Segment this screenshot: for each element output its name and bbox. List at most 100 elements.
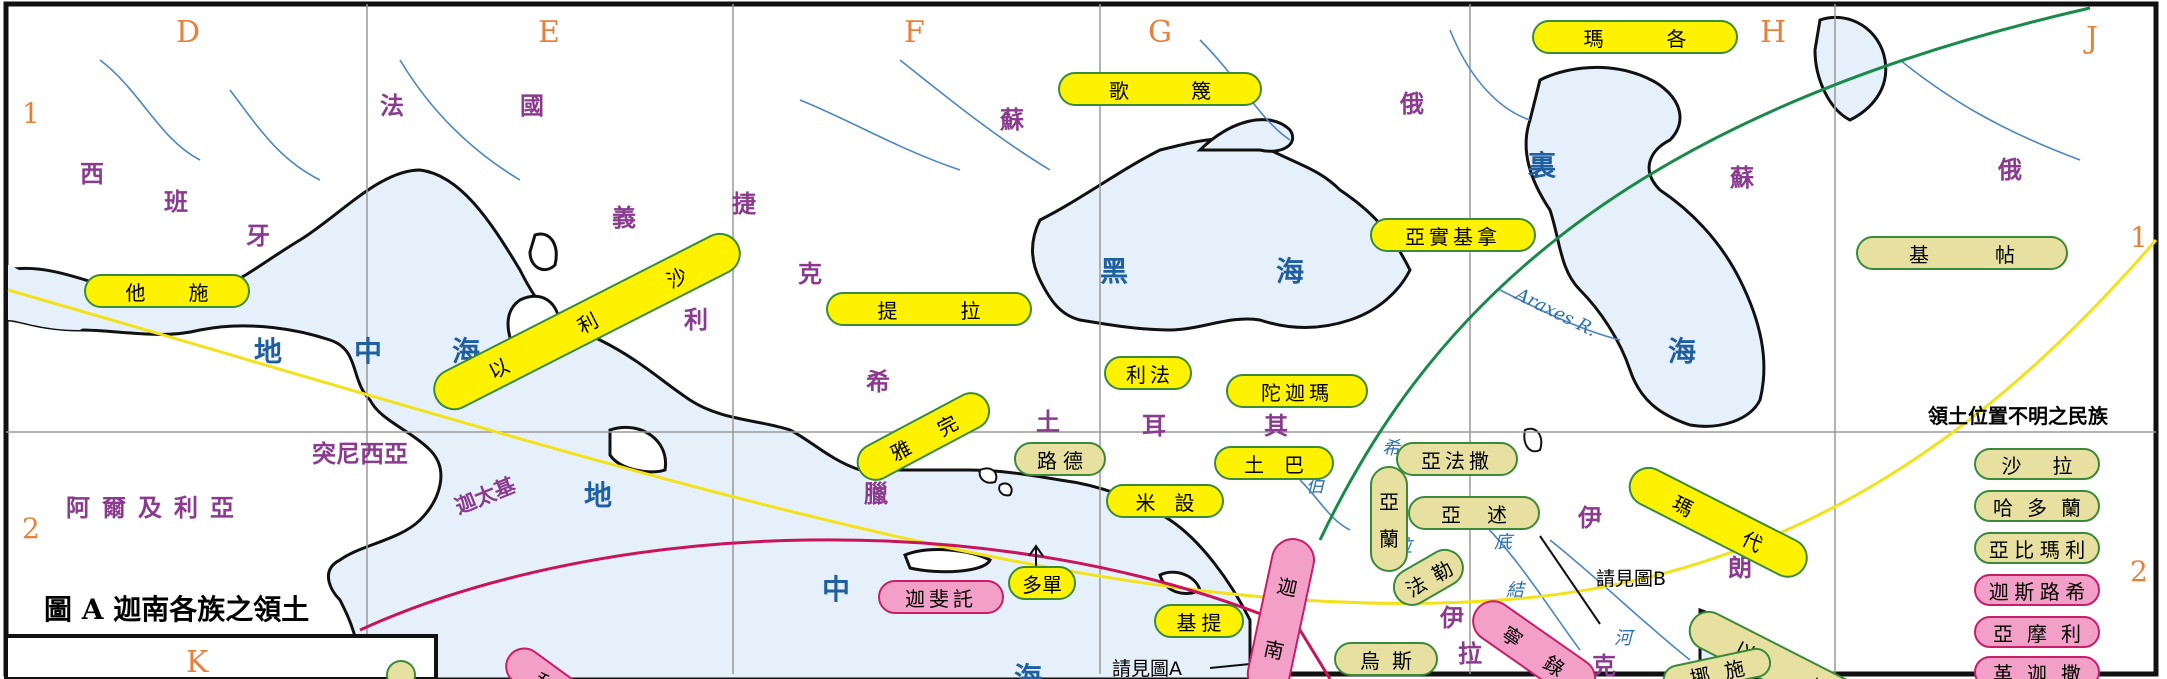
region-russia-4: 俄 [1998, 156, 2022, 184]
tribe-madai-c1: 瑪 [1668, 490, 1698, 522]
tribe-rodanim-c2: 德 [1063, 448, 1083, 473]
legend-item-hadoram-c2: 多 [2027, 495, 2047, 520]
region-czech-1: 捷 [732, 190, 756, 218]
shem-arc [1318, 6, 2091, 541]
tribe-tarshish: 他施 [84, 274, 250, 308]
legend-item-abimael-c2: 比 [2014, 537, 2035, 562]
region-iraq-1: 伊 [1440, 604, 1464, 632]
legend-item-amorite-c3: 利 [2061, 621, 2081, 646]
sea-med-1: 地 [254, 335, 283, 368]
tribe-bottom-partial-c1: 挪 [1687, 662, 1713, 679]
label-di: 底 [1494, 532, 1512, 553]
tribe-kedar-c2: 帖 [1995, 242, 2015, 267]
grid-row-2-right: 2 [2130, 555, 2148, 588]
tribe-riphath-c2: 法 [1150, 362, 1170, 387]
region-russia-1: 蘇 [1000, 106, 1024, 134]
grid-column-d: D [176, 15, 201, 50]
tribe-tarshish-c1: 他 [125, 280, 146, 305]
caspian-sea [1524, 65, 1766, 428]
tribe-magog: 瑪各 [1532, 20, 1738, 54]
legend-item-abimael-c1: 亞 [1988, 537, 2009, 562]
legend-item-girgashite: 革迦撒 [1974, 656, 2100, 679]
tribe-caphtorim-text: 迦斐託 [905, 586, 977, 611]
sea-caspian-2: 海 [1668, 335, 1697, 368]
legend-item-hadoram-c1: 哈 [1993, 495, 2013, 520]
grid-column-g: G [1148, 15, 1172, 50]
grid-row-1-right: 1 [2130, 221, 2148, 254]
tribe-bottom-partial-c2: 施 [1722, 655, 1747, 679]
tribe-tubal: 土巴 [1214, 446, 1334, 480]
region-greece-1: 希 [866, 368, 890, 396]
grid-row-2-left: 2 [22, 512, 40, 545]
tribe-dodanim: 多單 [1008, 566, 1076, 600]
tribe-aram-c1: 亞 [1379, 490, 1399, 514]
grid-inset-k: K [186, 645, 209, 679]
tribe-togarmah-text: 陀迦瑪 [1261, 380, 1333, 405]
tribe-aram: 亞蘭 [1370, 466, 1408, 572]
tribe-canaan-c2: 南 [1261, 635, 1287, 664]
tribe-dodanim-text: 多單 [1022, 572, 1062, 597]
grid-column-e: E [538, 15, 560, 50]
region-turkey-2: 耳 [1142, 412, 1166, 440]
tribe-kittim-c2: 提 [1201, 610, 1222, 635]
tribe-meshech: 米設 [1106, 484, 1224, 518]
legend-item-amorite-c1: 亞 [1993, 621, 2013, 646]
region-russia-2: 俄 [1400, 90, 1424, 118]
tribe-gomer-c2: 篾 [1191, 78, 1211, 103]
label-he: 河 [1614, 628, 1632, 649]
map-title: 圖 A 迦南各族之領土 [44, 593, 310, 626]
tribe-kittim: 基提 [1154, 604, 1244, 638]
tribe-asshur: 亞述 [1408, 496, 1540, 530]
region-spain-3: 牙 [246, 222, 270, 250]
tribe-caphtorim: 迦斐託 [878, 580, 1004, 614]
label-xi: 希 [1382, 438, 1400, 459]
tribe-ashkenaz: 亞實基拿 [1370, 218, 1536, 252]
region-spain-2: 班 [164, 188, 188, 216]
label-bo: 伯 [1306, 476, 1324, 497]
tribe-ashkenaz-text: 亞實基拿 [1405, 224, 1501, 249]
grid-column-j: J [2086, 21, 2099, 56]
tribe-tiras: 提拉 [826, 292, 1032, 326]
label-jie: 結 [1506, 580, 1524, 601]
tribe-uz-c2: 斯 [1392, 648, 1412, 673]
tribe-canaan-c1: 迦 [1274, 573, 1300, 601]
legend-item-amorite-c2: 摩 [2027, 621, 2047, 646]
legend-item-casluhim: 迦斯路希 [1974, 574, 2100, 606]
sea-caspian-1: 裏 [1528, 149, 1557, 182]
tribe-gomer: 歌篾 [1058, 72, 1262, 106]
tribe-riphath-c1: 利 [1126, 362, 1146, 387]
legend-item-girgashite-c3: 撒 [2061, 661, 2081, 679]
tribe-hazarmaveth: 亞法撒 [1396, 442, 1518, 476]
region-italy-3: 利 [684, 306, 708, 334]
tribe-uz: 烏斯 [1334, 642, 1438, 676]
tribe-hazarmaveth-text: 亞法撒 [1421, 448, 1493, 473]
legend-item-abimael-c3: 瑪 [2039, 537, 2060, 562]
tribe-tubal-c1: 土 [1244, 452, 1264, 477]
tribe-rodanim-c1: 路 [1037, 448, 1057, 473]
tribe-asshur-c2: 述 [1487, 502, 1507, 527]
tribe-tiras-c2: 拉 [960, 298, 981, 323]
tribe-aram-c2: 蘭 [1379, 527, 1399, 551]
grid-column-f: F [904, 15, 925, 50]
tribe-elishah-c1: 以 [484, 353, 513, 384]
inset-pill-partial [386, 660, 416, 679]
japheth-arc [7, 239, 2158, 605]
region-tunisia: 突尼西亞 [312, 440, 408, 468]
tribe-javan-c1: 雅 [886, 434, 916, 466]
sea-black-1: 黑 [1100, 255, 1129, 288]
region-iraq-2: 拉 [1458, 640, 1482, 668]
tribe-lud-c1: 法 [1401, 570, 1431, 602]
legend-item-girgashite-c2: 迦 [2027, 661, 2047, 679]
legend-item-casluhim-c3: 路 [2039, 579, 2060, 604]
tribe-madai-c2: 代 [1737, 526, 1767, 557]
tribe-elishah-c2: 利 [573, 307, 603, 339]
tribe-tubal-c2: 巴 [1284, 452, 1304, 477]
legend-item-casluhim-c1: 迦 [1988, 579, 2009, 604]
legend-item-hadoram-c3: 蘭 [2061, 495, 2081, 520]
tribe-elam-c2: 攔 [1804, 670, 1835, 679]
inset-box [4, 634, 438, 679]
tribe-kittim-c1: 基 [1176, 610, 1197, 635]
tribe-lud-c2: 勒 [1427, 555, 1457, 587]
legend-item-girgashite-c1: 革 [1993, 661, 2013, 679]
